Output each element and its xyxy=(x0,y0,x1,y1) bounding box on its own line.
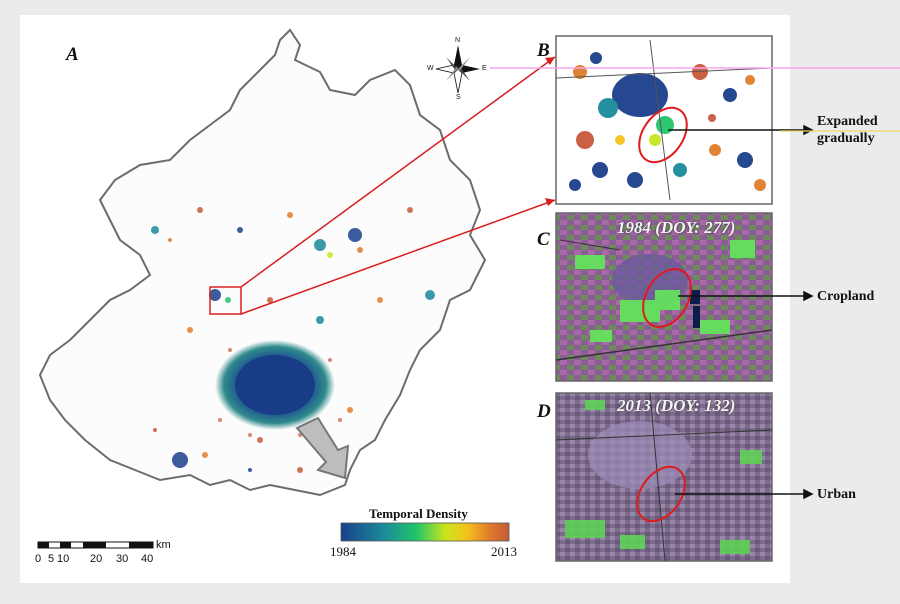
highlight-ellipse-b xyxy=(638,106,688,164)
settlement-dots xyxy=(151,207,435,473)
panel-label-d: D xyxy=(537,401,551,422)
panel-label-b: B xyxy=(537,40,550,61)
annotation-arrows xyxy=(668,124,814,500)
scale-tick-5: 5 xyxy=(48,553,55,565)
highlight-ellipse-c xyxy=(642,268,692,328)
north-arrow-compass xyxy=(435,45,480,94)
scale-tick-0: 0 xyxy=(35,553,42,565)
highlight-ellipse-d xyxy=(636,465,686,523)
panel-label-a: A xyxy=(66,44,79,65)
inset-c-title: 1984 (DOY: 277) xyxy=(617,218,736,237)
scale-tick-10: 10 xyxy=(57,553,70,565)
legend-title: Temporal Density xyxy=(369,506,468,521)
direction-arrow xyxy=(295,416,350,480)
legend-end: 2013 xyxy=(491,544,517,559)
annotation-cropland: Cropland xyxy=(817,289,875,304)
panel-label-c: C xyxy=(537,229,550,250)
inset-d xyxy=(555,392,773,562)
region-boundary xyxy=(38,28,487,497)
legend-gradient xyxy=(340,522,510,542)
annotation-expanded: Expanded gradually xyxy=(817,113,878,147)
scale-tick-40: 40 xyxy=(141,553,154,565)
inset-b xyxy=(555,35,773,205)
annotation-expanded-line1: Expanded xyxy=(817,114,878,129)
annotation-expanded-line2: gradually xyxy=(817,131,875,146)
locator-box xyxy=(209,286,242,315)
scale-unit: km xyxy=(156,539,171,551)
scale-tick-30: 30 xyxy=(116,553,129,565)
inset-d-title: 2013 (DOY: 132) xyxy=(617,396,736,415)
scale-tick-20: 20 xyxy=(90,553,103,565)
compass-n: N xyxy=(455,37,461,44)
compass-w: W xyxy=(427,65,434,72)
compass-s: S xyxy=(456,94,461,101)
annotation-urban: Urban xyxy=(817,487,856,502)
scale-bar xyxy=(37,541,154,549)
inset-c xyxy=(555,212,773,382)
compass-e: E xyxy=(482,65,487,72)
legend-start: 1984 xyxy=(330,544,356,559)
